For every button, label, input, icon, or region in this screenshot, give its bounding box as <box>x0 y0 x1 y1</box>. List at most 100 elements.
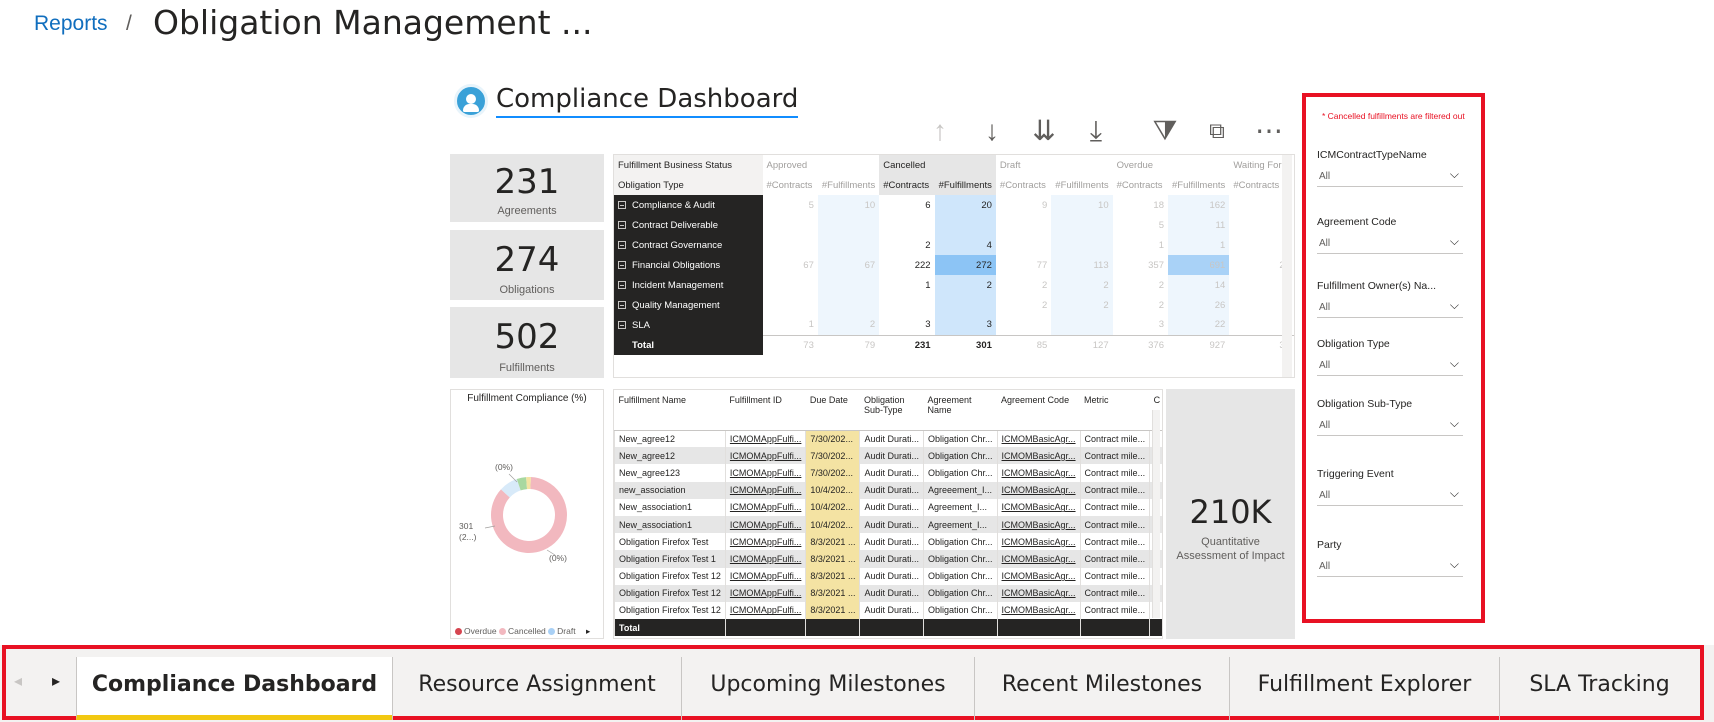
table-row[interactable]: Obligation Firefox Test 12 ICMOMAppFulfi.… <box>614 584 1162 602</box>
matrix-cell[interactable] <box>879 295 934 315</box>
expand-row-icon[interactable] <box>618 280 626 289</box>
matrix-cell[interactable] <box>996 235 1051 255</box>
slicer-dropdown[interactable]: All ⌵ <box>1317 167 1463 187</box>
matrix-row-label[interactable]: Quality Management <box>614 295 763 315</box>
matrix-cell[interactable]: 2 <box>1158 279 1164 291</box>
matrix-row[interactable]: Incident Management12222141 <box>614 275 1294 295</box>
matrix-cell[interactable]: 162 <box>1167 195 1230 215</box>
matrix-cell[interactable]: 3 <box>934 315 996 335</box>
matrix-measure-header[interactable]: #Fulfillments <box>821 179 876 191</box>
matrix-cell[interactable]: 1 <box>1167 235 1230 255</box>
matrix-cell[interactable] <box>817 235 880 255</box>
table-row[interactable]: new_association ICMOMAppFulfi... 10/4/202.… <box>614 481 1162 499</box>
table-scrollbar[interactable] <box>1152 410 1160 618</box>
matrix-cell[interactable]: 14 <box>1167 275 1230 295</box>
table-cell[interactable]: ICMOMAppFulfi... <box>724 447 806 465</box>
tab-compliance-dashboard[interactable]: Compliance Dashboard <box>76 657 392 720</box>
chevron-down-icon[interactable]: ⌵ <box>1449 557 1459 571</box>
tab-upcoming-milestones[interactable]: Upcoming Milestones <box>681 657 974 720</box>
table-cell[interactable]: ICMOMAppFulfi... <box>724 601 806 620</box>
matrix-cell[interactable]: 2 <box>1041 299 1048 311</box>
fulfillment-compliance-chart[interactable]: Fulfillment Compliance (%) (0%) 301 (2..… <box>450 389 604 639</box>
breadcrumb-reports-link[interactable]: Reports <box>34 12 108 35</box>
matrix-row[interactable]: Financial Obligations 67 67 222 272 77 113 357 6… <box>614 255 1294 275</box>
table-row[interactable]: New_agree12 ICMOMAppFulfi... 7/30/202... Au… <box>614 430 1162 448</box>
slicer-dropdown[interactable]: All ⌵ <box>1317 557 1463 577</box>
table-row[interactable]: New_agree123 ICMOMAppFulfi... 7/30/202... A… <box>614 464 1162 482</box>
table-cell[interactable]: ICMOMBasicAgr... <box>996 481 1081 499</box>
matrix-measure-header[interactable]: #Contracts <box>766 179 813 191</box>
matrix-cell[interactable]: 10 <box>1051 195 1113 215</box>
matrix-cell[interactable] <box>934 215 996 235</box>
matrix-col-approved[interactable]: Approved <box>766 159 808 171</box>
matrix-cell[interactable]: 10 <box>817 195 880 215</box>
matrix-cell[interactable] <box>817 215 880 235</box>
matrix-cell[interactable]: 4 <box>934 235 996 255</box>
table-cell[interactable]: ICMOMBasicAgr... <box>996 601 1081 620</box>
matrix-cell[interactable]: 5 <box>1158 219 1164 231</box>
table-cell[interactable]: ICMOMBasicAgr... <box>996 447 1081 465</box>
legend-next-icon[interactable]: ▸ <box>585 626 591 636</box>
matrix-cell[interactable]: 2 <box>817 315 880 335</box>
drill-up-icon[interactable]: ↑ <box>933 115 947 146</box>
filter-icon[interactable]: ⧩ <box>1152 115 1178 146</box>
table-cell[interactable]: ICMOMAppFulfi... <box>724 481 806 499</box>
table-row[interactable]: New_association1 ICMOMAppFulfi... 10/4/202… <box>614 498 1162 516</box>
matrix-measure-header[interactable]: #Fulfillments <box>1055 179 1109 191</box>
matrix-row-label[interactable]: Financial Obligations <box>614 255 763 275</box>
matrix-col-overdue[interactable]: Overdue <box>1116 159 1154 171</box>
matrix-cell[interactable] <box>1051 215 1113 235</box>
matrix-measure-header[interactable]: #Fulfillments <box>1171 179 1226 191</box>
more-options-icon[interactable]: ⋯ <box>1255 115 1283 146</box>
matrix-cell[interactable]: 2 <box>1051 275 1113 295</box>
matrix-col-cancelled[interactable]: Cancelled <box>879 155 996 175</box>
matrix-cell[interactable] <box>996 215 1051 235</box>
matrix-cell[interactable]: 5 <box>808 199 814 211</box>
table-cell[interactable]: ICMOMAppFulfi... <box>724 464 806 482</box>
matrix-col-waiting[interactable]: Waiting For A <box>1233 159 1290 171</box>
table-column-header[interactable]: Metric <box>1080 390 1150 431</box>
table-cell[interactable]: ICMOMBasicAgr... <box>996 515 1081 534</box>
expand-row-icon[interactable] <box>618 320 626 329</box>
matrix-cell[interactable]: 2 <box>1158 299 1164 311</box>
table-row[interactable]: Obligation Firefox Test 12 ICMOMAppFulfi.… <box>614 601 1162 620</box>
chevron-down-icon[interactable]: ⌵ <box>1449 167 1459 181</box>
table-column-header[interactable]: Fulfillment Name <box>614 390 726 431</box>
matrix-cell[interactable]: 6 <box>925 199 931 211</box>
chevron-down-icon[interactable]: ⌵ <box>1449 486 1459 500</box>
matrix-cell[interactable]: 2 <box>934 275 996 295</box>
matrix-row[interactable]: Compliance & Audit 5 10 6 20 9 10 18 162 <box>614 195 1294 215</box>
tab-resource-assignment[interactable]: Resource Assignment <box>392 657 681 720</box>
matrix-cell[interactable]: 3 <box>1158 319 1164 331</box>
slicer-dropdown[interactable]: All ⌵ <box>1317 298 1463 318</box>
matrix-cell[interactable]: 2 <box>1041 279 1048 291</box>
expand-row-icon[interactable] <box>618 220 626 229</box>
matrix-row-label[interactable]: SLA <box>614 315 763 335</box>
table-cell[interactable]: ICMOMAppFulfi... <box>724 515 806 534</box>
matrix-measure-header[interactable]: #Contracts <box>999 179 1046 191</box>
matrix-cell[interactable]: 691 <box>1167 255 1230 275</box>
matrix-cell[interactable] <box>1051 315 1113 335</box>
expand-row-icon[interactable] <box>618 260 626 269</box>
legend-item-cancelled[interactable]: Cancelled <box>498 626 546 636</box>
matrix-col-draft[interactable]: Draft <box>999 159 1021 171</box>
matrix-row[interactable]: Quality Management222261 <box>614 295 1294 315</box>
matrix-cell[interactable]: 3 <box>925 319 931 331</box>
matrix-cell[interactable]: 20 <box>934 195 996 215</box>
matrix-cell[interactable]: 9 <box>1041 199 1048 211</box>
matrix-measure-header[interactable]: #Contracts <box>1116 179 1163 191</box>
matrix-row[interactable]: Contract Governance 2 4 1 1 <box>614 235 1294 255</box>
table-cell[interactable]: ICMOMBasicAgr... <box>996 567 1081 585</box>
next-level-icon[interactable]: ⇊ <box>1032 115 1056 146</box>
matrix-row-label[interactable]: Contract Governance <box>614 235 763 255</box>
tab-fulfillment-explorer[interactable]: Fulfillment Explorer <box>1229 657 1499 720</box>
matrix-cell[interactable]: 113 <box>1051 255 1113 275</box>
table-row[interactable]: Obligation Firefox Test ICMOMAppFulfi... 8… <box>614 533 1162 551</box>
expand-hierarchy-icon[interactable]: ⤓ <box>1089 115 1103 146</box>
tab-recent-milestones[interactable]: Recent Milestones <box>974 657 1229 720</box>
matrix-cell[interactable]: 18 <box>1153 199 1164 211</box>
donut-slice-draft[interactable] <box>500 479 521 498</box>
matrix-cell[interactable] <box>763 295 818 315</box>
matrix-cell[interactable]: 2 <box>925 239 931 251</box>
tab-sla-tracking[interactable]: SLA Tracking <box>1499 657 1699 720</box>
